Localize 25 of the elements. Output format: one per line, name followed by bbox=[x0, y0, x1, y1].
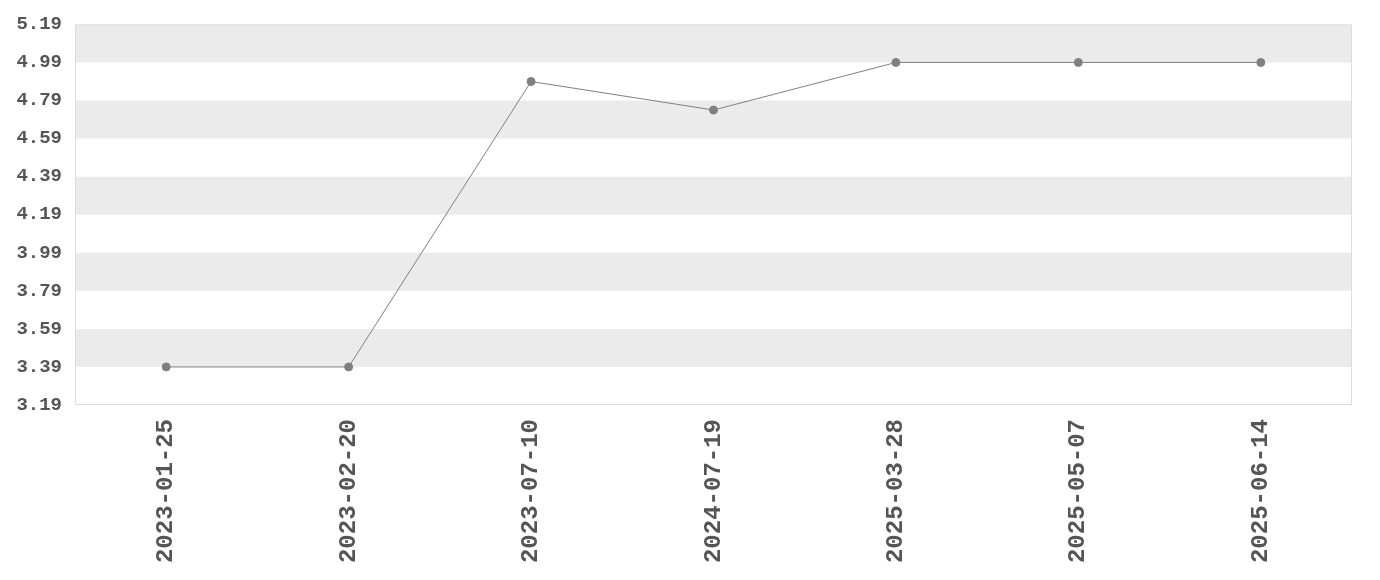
point bbox=[161, 362, 171, 372]
y-tick-label: 4.59 bbox=[16, 127, 62, 150]
point bbox=[1256, 57, 1266, 67]
y-tick-label: 4.39 bbox=[16, 165, 62, 188]
y-tick-label: 5.19 bbox=[16, 13, 62, 36]
y-tick-label: 3.19 bbox=[16, 393, 62, 416]
y-tick-label: 3.59 bbox=[16, 317, 62, 340]
x-tick-label: 2023-02-20 bbox=[334, 419, 362, 564]
y-tick-label: 4.99 bbox=[16, 51, 62, 74]
y-tick-label: 4.79 bbox=[16, 89, 62, 112]
x-tick-label: 2025-05-07 bbox=[1064, 419, 1092, 564]
point bbox=[709, 105, 718, 115]
point bbox=[891, 57, 901, 67]
point bbox=[526, 76, 536, 86]
x-tick-label: 2023-01-25 bbox=[152, 419, 180, 564]
x-tick-label: 2025-06-14 bbox=[1246, 419, 1274, 564]
x-tick-label: 2023-07-10 bbox=[517, 419, 545, 564]
point bbox=[1073, 57, 1083, 67]
point bbox=[344, 362, 354, 372]
y-tick-label: 4.19 bbox=[16, 203, 62, 226]
y-tick-label: 3.79 bbox=[16, 279, 62, 302]
x-tick-label: 2025-03-28 bbox=[881, 419, 909, 564]
y-tick-label: 3.39 bbox=[16, 355, 62, 378]
y-tick-label: 3.99 bbox=[16, 241, 62, 264]
x-tick-label: 2024-07-19 bbox=[699, 419, 727, 564]
